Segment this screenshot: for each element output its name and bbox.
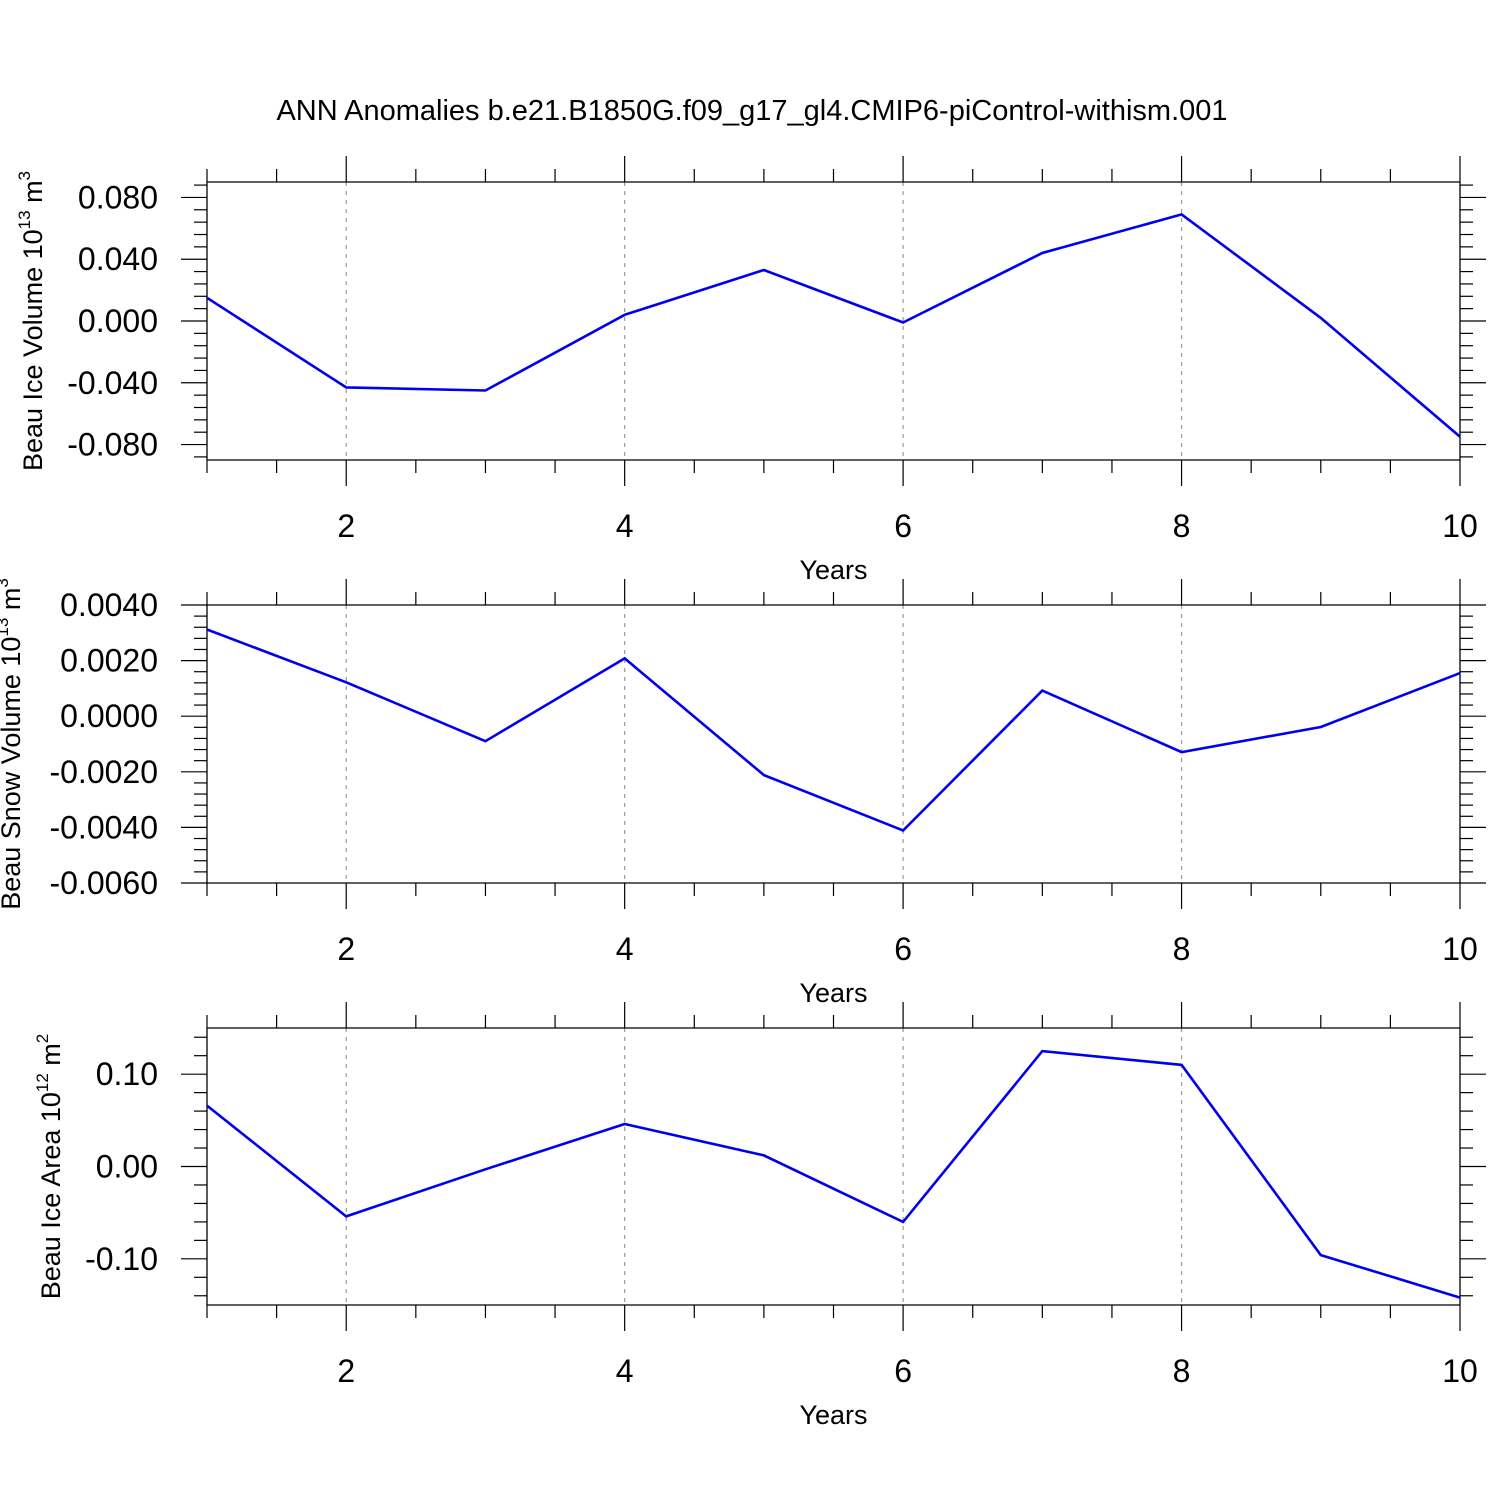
x-axis-label: Years [799, 978, 867, 1008]
x-tick-label: 6 [894, 931, 912, 967]
x-tick-label: 2 [337, 1353, 355, 1389]
y-axis-label: Beau Ice Area 1012 m2 [33, 1034, 66, 1300]
x-tick-label: 2 [337, 508, 355, 544]
y-axis-label: Beau Ice Volume 1013 m3 [15, 171, 48, 471]
panel-2: 2 4 6 8 10 Years -0.0060 -0.0040 -0.0020 0.0000 0.… [0, 578, 1486, 1008]
y-axis-label: Beau Snow Volume 1013 m3 [0, 578, 26, 910]
x-tick-label: 10 [1442, 931, 1478, 967]
y-tick-label: 0.0020 [60, 643, 158, 679]
y-tick-label: 0.080 [78, 179, 158, 215]
x-axis-label: Years [799, 1400, 867, 1430]
y-tick-label: 0.00 [96, 1149, 158, 1185]
y-tick-label: -0.0040 [49, 809, 158, 845]
series-line [206, 212, 1461, 438]
x-tick-label: 10 [1442, 1353, 1478, 1389]
x-tick-label: 4 [616, 1353, 634, 1389]
panels: 2 4 6 8 10 Years -0.080 -0.040 0.000 0.040 0.080 Be… [0, 156, 1486, 1430]
x-tick-label: 6 [894, 508, 912, 544]
series-line [206, 628, 1461, 833]
x-tick-label: 8 [1173, 508, 1191, 544]
y-tick-label: -0.10 [85, 1241, 158, 1277]
panel-1: 2 4 6 8 10 Years -0.080 -0.040 0.000 0.040 0.080 Be… [15, 156, 1486, 585]
panel-3: 2 4 6 8 10 Years -0.10 0.00 0.10 Beau Ice Area 10… [33, 1002, 1486, 1430]
x-tick-label: 10 [1442, 508, 1478, 544]
y-tick-label: 0.0000 [60, 698, 158, 734]
series-line [206, 1049, 1461, 1299]
y-tick-label: -0.080 [67, 427, 158, 463]
x-tick-label: 4 [616, 508, 634, 544]
x-tick-label: 4 [616, 931, 634, 967]
y-tick-label: 0.10 [96, 1056, 158, 1092]
y-tick-label: -0.040 [67, 365, 158, 401]
y-tick-label: -0.0060 [49, 865, 158, 901]
y-tick-label: 0.040 [78, 241, 158, 277]
y-tick-label: 0.000 [78, 303, 158, 339]
x-tick-label: 6 [894, 1353, 912, 1389]
x-tick-label: 8 [1173, 1353, 1191, 1389]
x-tick-label: 2 [337, 931, 355, 967]
x-tick-label: 8 [1173, 931, 1191, 967]
y-tick-label: -0.0020 [49, 754, 158, 790]
x-axis-label: Years [799, 555, 867, 585]
figure-title: ANN Anomalies b.e21.B1850G.f09_g17_gl4.C… [276, 95, 1227, 127]
y-tick-label: 0.0040 [60, 587, 158, 623]
